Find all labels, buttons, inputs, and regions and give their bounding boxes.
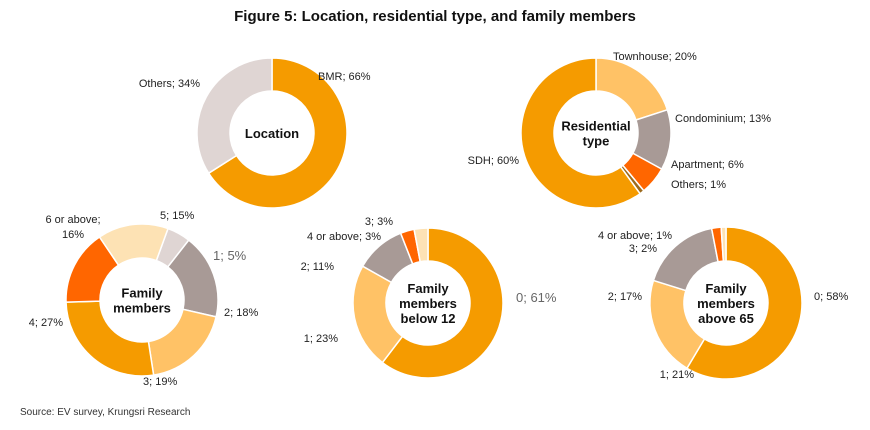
slice-label: 2; 17% (608, 291, 642, 303)
donut-chart-5: 0; 58% 1; 21% 2; 17% 3; 2%4 or above; 1% Fam… (598, 226, 848, 381)
slice-label: 4 or above; 1% (598, 230, 672, 242)
slice-label: BMR; 66% (318, 71, 371, 83)
center-label: Family (407, 281, 449, 296)
donut-chart-1: BMR; 66% Others; 34% Location (139, 57, 371, 209)
center-label: below 12 (401, 311, 456, 326)
center-label: members (697, 296, 755, 311)
donut-slice (520, 57, 642, 209)
donut-chart-3: 1; 5% 2; 18% 3; 19% 4; 27% 6 or above; 16% 5; … (29, 210, 259, 388)
slice-label: 1; 5% (213, 248, 247, 263)
slice-label: SDH; 60% (468, 155, 520, 167)
center-label: Location (245, 126, 299, 141)
center-label: members (113, 301, 171, 316)
donut-slice (196, 57, 273, 175)
center-label: above 65 (698, 311, 754, 326)
center-label: Residential (561, 119, 630, 134)
slice-label: 3; 3% (365, 216, 393, 228)
slice-label: 0; 58% (814, 291, 848, 303)
slice-label: Apartment; 6% (671, 159, 744, 171)
slice-label: 2; 11% (301, 261, 335, 273)
slice-label: Townhouse; 20% (613, 51, 697, 63)
slice-label: Condominium; 13% (675, 113, 771, 125)
center-label: Family (705, 281, 747, 296)
center-label: type (583, 134, 610, 149)
donut-slice (147, 308, 218, 376)
donut-slice (413, 227, 429, 263)
slice-label: 5; 15% (160, 210, 194, 222)
slice-label: 3; 19% (143, 376, 177, 388)
slice-label: 1; 23% (304, 333, 338, 345)
slice-label: Others; 34% (139, 78, 200, 90)
donut-slice (720, 226, 727, 262)
donut-slice (685, 226, 803, 380)
slice-label: 2; 18% (224, 307, 258, 319)
slice-label: 3; 2% (629, 243, 657, 255)
donut-slice (98, 223, 169, 267)
center-label: Family (121, 286, 163, 301)
slice-label: 4 or above; 3% (307, 231, 381, 243)
center-label: members (399, 296, 457, 311)
donut-chart-2: Townhouse; 20% Condominium; 13% Apartment;… (468, 51, 771, 209)
donut-slice (381, 227, 504, 379)
source-note: Source: EV survey, Krungsri Research (20, 407, 191, 418)
donut-slice (207, 57, 348, 209)
slice-label: 6 or above; (45, 214, 100, 226)
slice-label: 1; 21% (660, 369, 694, 381)
donut-slice (595, 57, 669, 121)
slice-label: Others; 1% (671, 179, 726, 191)
donut-chart-4: 0; 61% 1; 23% 2; 11% 4 or above; 3% 3; 3% Fam… (301, 216, 557, 379)
slice-label: 4; 27% (29, 317, 63, 329)
figure-title: Figure 5: Location, residential type, an… (234, 8, 636, 25)
slice-label: 0; 61% (516, 290, 557, 305)
slice-label: 16% (62, 229, 84, 241)
